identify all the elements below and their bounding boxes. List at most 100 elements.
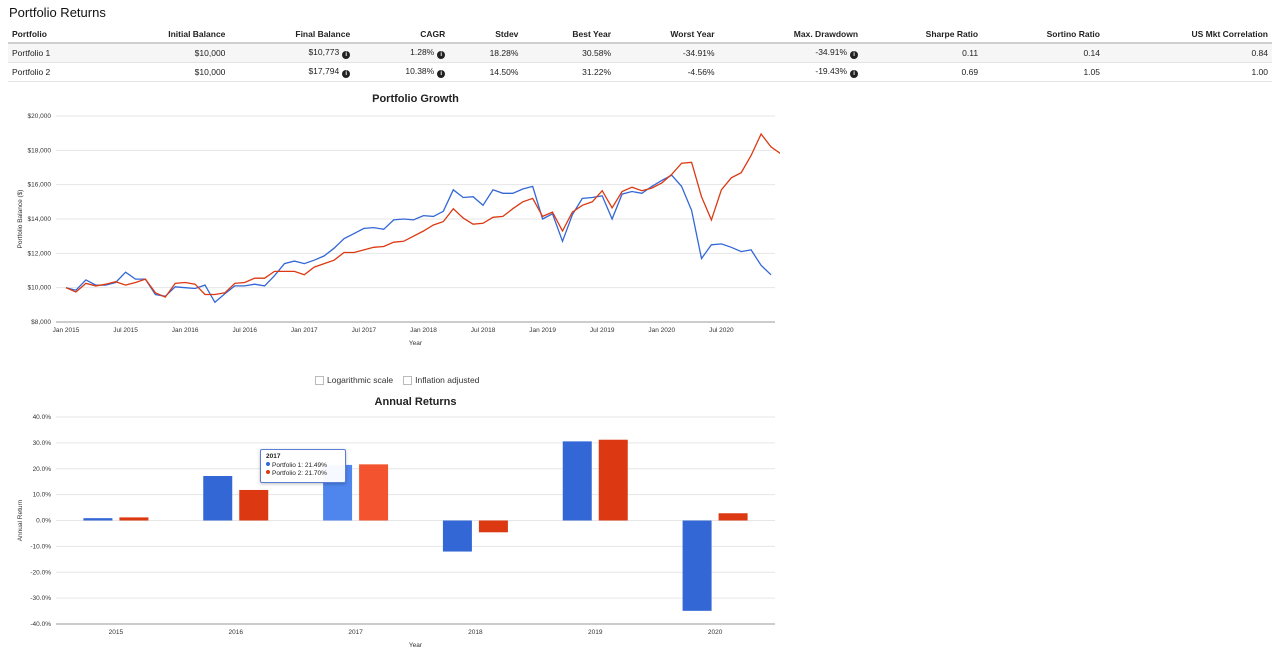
cell-max-drawdown: -34.91% i <box>718 43 863 63</box>
log-scale-option[interactable]: Logarithmic scale <box>315 375 393 385</box>
inflation-adjusted-option[interactable]: Inflation adjusted <box>403 375 479 385</box>
bar-portfolio-2-2019[interactable] <box>598 439 628 521</box>
y-tick-label: $20,000 <box>28 113 52 120</box>
y-axis-label: Portfolio Balance ($) <box>17 190 24 249</box>
cell-initial-balance: $10,000 <box>99 62 230 82</box>
returns-chart-title: Annual Returns <box>375 396 457 408</box>
cell-sortino-ratio: 1.05 <box>982 62 1104 82</box>
cell-portfolio-name: Portfolio 1 <box>8 43 100 63</box>
info-circle-icon[interactable]: i <box>437 70 446 78</box>
table-row: Portfolio 2 $10,000 $17,794 i 10.38% i 14.… <box>8 62 1272 82</box>
x-tick-label: Jan 2016 <box>172 327 199 334</box>
col-best-year[interactable]: Best Year <box>522 26 616 44</box>
y-tick-label: 40.0% <box>33 414 52 421</box>
bar-portfolio-2-2017[interactable] <box>359 464 389 521</box>
col-portfolio[interactable]: Portfolio <box>8 26 100 44</box>
bar-portfolio-1-2019[interactable] <box>562 441 592 521</box>
bar-portfolio-2-2016[interactable] <box>239 489 269 521</box>
col-final-balance[interactable]: Final Balance <box>229 26 355 44</box>
bar-portfolio-1-2016[interactable] <box>203 475 233 521</box>
y-tick-label: -20.0% <box>30 569 51 576</box>
col-us-mkt-correlation[interactable]: US Mkt Correlation <box>1103 26 1272 44</box>
x-tick-label: 2016 <box>229 629 244 636</box>
info-circle-icon[interactable]: i <box>342 51 351 59</box>
y-tick-label: $14,000 <box>28 216 52 223</box>
y-tick-label: -40.0% <box>30 621 51 628</box>
cell-sharpe-ratio: 0.11 <box>862 43 983 63</box>
col-stdev[interactable]: Stdev <box>449 26 523 44</box>
x-tick-label: Jan 2020 <box>648 327 675 334</box>
series-line-portfolio-1[interactable] <box>65 174 772 304</box>
cell-us-mkt-correlation: 1.00 <box>1103 62 1272 82</box>
info-circle-icon[interactable]: i <box>342 70 351 78</box>
y-tick-label: $12,000 <box>28 250 52 257</box>
cell-initial-balance: $10,000 <box>99 43 230 63</box>
annual-returns-svg: Annual Returns -40.0% -30.0% -20.0% -10.0% 0.… <box>17 396 775 649</box>
portfolio-returns-table: Portfolio Initial Balance Final Balance … <box>8 26 1272 82</box>
bar-portfolio-2-2018[interactable] <box>478 520 508 533</box>
cell-final-balance: $10,773 i <box>229 43 355 63</box>
chart-tooltip: 2017 Portfolio 1: 21.49% Portfolio 2: 21… <box>260 449 346 483</box>
cell-cagr: 1.28% i <box>354 43 450 63</box>
bar-portfolio-1-2018[interactable] <box>442 520 472 552</box>
x-tick-label: 2018 <box>468 629 483 636</box>
cell-final-balance: $17,794 i <box>229 62 355 82</box>
x-tick-label: 2017 <box>348 629 363 636</box>
cell-sharpe-ratio: 0.69 <box>862 62 983 82</box>
col-initial-balance[interactable]: Initial Balance <box>99 26 230 44</box>
info-circle-icon[interactable]: i <box>850 70 859 78</box>
bar-portfolio-2-2020[interactable] <box>718 513 748 521</box>
x-tick-label: Jul 2018 <box>471 327 496 334</box>
cell-stdev: 14.50% <box>449 62 523 82</box>
y-tick-label: $8,000 <box>31 319 51 326</box>
x-tick-label: 2020 <box>708 629 723 636</box>
table-header-row: Portfolio Initial Balance Final Balance … <box>8 26 1272 44</box>
x-tick-label: Jul 2019 <box>590 327 615 334</box>
col-cagr[interactable]: CAGR <box>354 26 450 44</box>
info-circle-icon[interactable]: i <box>850 51 859 59</box>
col-worst-year[interactable]: Worst Year <box>615 26 719 44</box>
y-tick-label: 30.0% <box>33 440 52 447</box>
x-tick-label: Jan 2018 <box>410 327 437 334</box>
log-scale-label: Logarithmic scale <box>327 375 394 385</box>
cell-max-drawdown: -19.43% i <box>718 62 863 82</box>
x-tick-label: Jul 2015 <box>113 327 138 334</box>
cell-stdev: 18.28% <box>449 43 523 63</box>
inflation-adjusted-checkbox[interactable] <box>403 375 413 385</box>
x-tick-label: Jan 2015 <box>53 327 80 334</box>
cell-us-mkt-correlation: 0.84 <box>1103 43 1272 63</box>
x-tick-label: 2015 <box>109 629 124 636</box>
chart-options: Logarithmic scale Inflation adjusted <box>315 375 479 385</box>
bar-portfolio-2-2015[interactable] <box>119 517 149 521</box>
portfolio-growth-chart: Portfolio Growth $8,000 $10,000 $12,000 $14,… <box>10 88 780 353</box>
x-tick-label: Jan 2019 <box>529 327 556 334</box>
tooltip-line-portfolio-1: Portfolio 1: 21.49% <box>266 461 340 471</box>
col-sortino-ratio[interactable]: Sortino Ratio <box>982 26 1104 44</box>
y-tick-label: $18,000 <box>28 147 52 154</box>
bar-portfolio-1-2020[interactable] <box>682 520 712 611</box>
growth-chart-title: Portfolio Growth <box>372 93 459 105</box>
x-tick-label: Jul 2016 <box>232 327 257 334</box>
cell-portfolio-name: Portfolio 2 <box>8 62 100 82</box>
x-tick-label: 2019 <box>588 629 603 636</box>
x-tick-label: Jan 2017 <box>291 327 318 334</box>
y-tick-label: 20.0% <box>33 466 52 473</box>
y-tick-label: $10,000 <box>28 285 52 292</box>
tooltip-line-portfolio-2: Portfolio 2: 21.70% <box>266 470 340 479</box>
col-max-drawdown[interactable]: Max. Drawdown <box>718 26 863 44</box>
inflation-adjusted-label: Inflation adjusted <box>415 375 480 385</box>
y-tick-label: $16,000 <box>28 182 52 189</box>
portfolio-growth-svg: Portfolio Growth $8,000 $10,000 $12,000 $14,… <box>17 93 780 347</box>
x-tick-label: Jul 2020 <box>709 327 734 334</box>
log-scale-checkbox[interactable] <box>315 375 324 385</box>
cell-worst-year: -34.91% <box>615 43 719 63</box>
x-axis-label: Year <box>409 642 423 649</box>
cell-cagr: 10.38% i <box>354 62 450 82</box>
bar-portfolio-1-2015[interactable] <box>83 518 113 521</box>
series-line-portfolio-2[interactable] <box>65 132 780 298</box>
y-tick-label: 10.0% <box>33 492 52 499</box>
info-circle-icon[interactable]: i <box>437 51 446 59</box>
x-axis-label: Year <box>409 340 423 347</box>
col-sharpe-ratio[interactable]: Sharpe Ratio <box>862 26 983 44</box>
table-row: Portfolio 1 $10,000 $10,773 i 1.28% i 18.2… <box>8 43 1272 63</box>
